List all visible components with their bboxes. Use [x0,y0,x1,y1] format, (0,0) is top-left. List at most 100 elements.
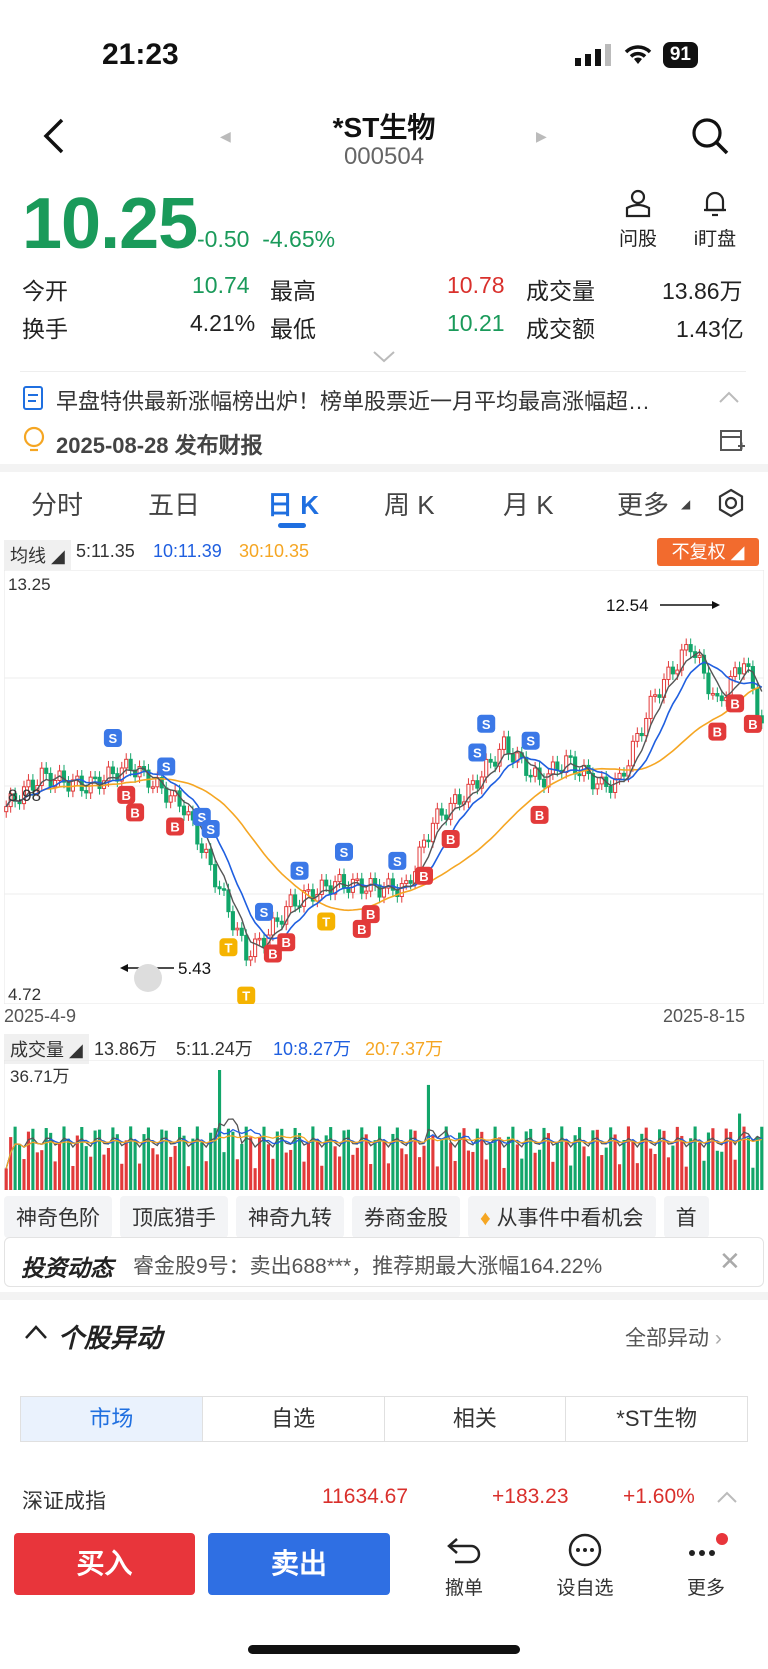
signal-marker[interactable] [317,912,336,931]
search-icon[interactable] [690,116,730,156]
signal-marker[interactable] [255,902,273,921]
signal-marker[interactable] [126,803,145,822]
volume-selector[interactable]: 成交量 ◢ [4,1034,89,1064]
candle-body [257,937,262,941]
volume-bar [675,1126,679,1190]
volume-bar [431,1135,435,1190]
buy-button[interactable]: 买入 [14,1533,195,1595]
volume-bar [373,1140,377,1190]
collapse-icon[interactable] [24,1324,48,1340]
volume-bar [511,1126,515,1190]
calendar-icon[interactable] [718,426,746,454]
signal-marker[interactable] [335,842,353,861]
segment-stock[interactable]: *ST生物 [616,1406,697,1431]
signal-marker[interactable] [708,722,727,741]
signal-marker[interactable] [103,729,122,748]
volume-bar [458,1132,462,1190]
signal-marker[interactable] [388,851,407,870]
candle-body [93,776,98,780]
volume-bar [755,1136,759,1190]
tab-monthly-k[interactable]: 月 K [503,490,554,520]
report-notice[interactable]: 2025-08-28 发布财报 [56,433,263,458]
signal-marker[interactable] [166,817,185,836]
signal-marker[interactable] [117,785,136,804]
signal-marker[interactable] [277,933,296,952]
volume-chart[interactable]: 36.71万 [4,1060,764,1190]
signal-marker[interactable] [441,830,460,849]
segment-market[interactable]: 市场 [21,1397,203,1441]
chip-broker-picks[interactable]: 券商金股 [352,1196,460,1238]
volume-bar [693,1126,697,1190]
signal-marker[interactable] [352,919,371,938]
volume-bar [440,1138,444,1190]
volume-bar [653,1153,657,1190]
sell-button[interactable]: 卖出 [208,1533,390,1595]
volume-bar [351,1154,355,1190]
settings-icon[interactable] [715,487,747,519]
signal-marker[interactable] [361,905,380,924]
tab-weekly-k[interactable]: 周 K [384,490,435,520]
price-change: -0.50 -4.65% [197,226,336,252]
tab-daily-k[interactable]: 日 K [267,490,320,520]
chip-color-scale[interactable]: 神奇色阶 [4,1196,112,1238]
signal-marker[interactable] [521,731,540,750]
signal-marker[interactable] [468,743,487,762]
signal-marker[interactable] [219,938,238,957]
collapse-chevron-icon[interactable] [718,390,740,404]
segment-watchlist[interactable]: 自选 [203,1397,385,1441]
cancel-order-button[interactable]: 撤单 [424,1533,504,1600]
chip-events[interactable]: ♦ 从事件中看机会 [468,1196,656,1238]
signal-marker[interactable] [477,714,496,733]
volume-bar [533,1152,537,1190]
ma-selector[interactable]: 均线 ◢ [4,540,71,570]
next-stock-icon[interactable]: ▶ [536,128,547,144]
signal-marker[interactable] [530,805,549,824]
signal-marker[interactable] [263,944,282,963]
candle-body [684,644,689,651]
candle-body [488,758,493,763]
candle-body [577,773,582,777]
signal-marker[interactable] [726,694,745,713]
vol-ma10: 10:8.27万 [273,1039,352,1059]
zoom-handle-icon[interactable] [134,964,162,992]
chip-first[interactable]: 首 [663,1196,709,1238]
x-end-label: 2025-8-15 [663,1006,746,1026]
segment-related[interactable]: 相关 [385,1397,567,1441]
back-icon[interactable] [36,112,72,160]
adjust-mode-button[interactable]: 不复权 ◢ [657,538,759,566]
watch-board-button[interactable]: i盯盘 [680,188,750,251]
candle-body [270,917,275,936]
signal-marker[interactable] [201,819,220,838]
signal-marker[interactable] [743,714,762,733]
tab-more[interactable]: 更多 [617,490,670,520]
signal-marker[interactable] [290,861,309,880]
signal-marker[interactable] [157,757,176,776]
more-button[interactable]: 更多 [666,1533,746,1600]
investment-dynamics-bar[interactable]: 投资动态 睿金股9号：卖出688***，推荐期最大涨幅164.22% ✕ [4,1237,764,1287]
signal-marker[interactable] [237,986,256,1004]
chevron-up-icon[interactable] [716,1490,738,1504]
volume-bar [40,1150,44,1190]
ask-stock-button[interactable]: 问股 [603,188,673,251]
volume-bar [578,1127,582,1190]
candle-body [248,956,253,961]
candle-body [670,666,675,675]
close-icon[interactable]: ✕ [719,1246,741,1276]
prev-stock-icon[interactable]: ◀ [220,128,231,144]
candle-body [150,786,155,789]
tab-five-day[interactable]: 五日 [148,490,201,520]
expand-chevron-icon[interactable] [372,350,396,364]
volume-bar [498,1137,502,1190]
chip-nine-turn[interactable]: 神奇九转 [236,1196,344,1238]
chip-top-bottom[interactable]: 顶底猎手 [120,1196,228,1238]
signal-marker[interactable] [415,866,433,885]
volume-bar [520,1158,524,1190]
volume-bar [658,1129,662,1190]
news-ticker[interactable]: 早盘特供最新涨幅榜出炉！榜单股票近一月平均最高涨幅超… [56,389,651,414]
volume-bar [542,1127,546,1190]
all-anomalies-link[interactable]: 全部异动 › [625,1327,722,1350]
candle-body [186,811,191,816]
add-watchlist-button[interactable]: 设自选 [545,1533,625,1600]
tab-intraday[interactable]: 分时 [31,490,84,520]
